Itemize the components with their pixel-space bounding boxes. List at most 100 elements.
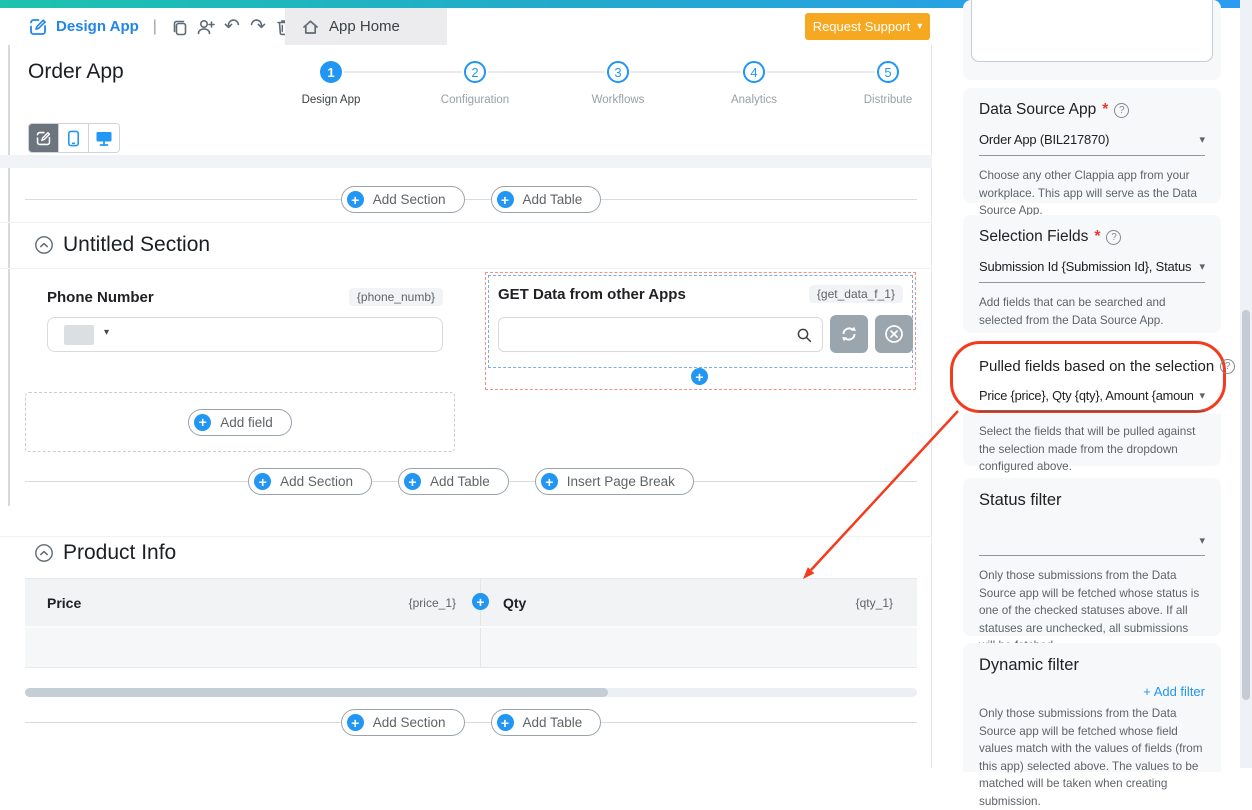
country-flag-placeholder: [64, 325, 94, 345]
request-support-label: Request Support: [812, 19, 911, 34]
column-label: Qty: [503, 594, 527, 611]
step-1-label: Design App: [301, 94, 361, 106]
add-controls-row: + Add Section + Add Table: [25, 186, 917, 213]
horizontal-scrollbar[interactable]: [25, 688, 917, 697]
get-data-field-block[interactable]: GET Data from other Apps {get_data_f_1} …: [485, 272, 916, 390]
design-app-brand[interactable]: Design App: [28, 17, 139, 37]
divider: [0, 536, 932, 537]
add-table-button[interactable]: + Add Table: [490, 709, 602, 736]
step-3-label: Workflows: [591, 94, 645, 106]
pulled-fields-select[interactable]: Price {price}, Qty {qty}, Amount {amount…: [979, 388, 1205, 412]
add-column-button[interactable]: +: [472, 593, 489, 610]
top-progress-bar: [0, 0, 1252, 8]
chevron-down-icon: ▾: [1199, 134, 1205, 146]
step-3-circle[interactable]: 3: [607, 61, 629, 83]
add-user-icon[interactable]: [193, 14, 219, 40]
step-4-label: Analytics: [730, 94, 778, 106]
data-source-app-select[interactable]: Order App (BIL217870) ▾: [979, 132, 1205, 156]
plus-icon: +: [540, 473, 558, 490]
step-5-circle[interactable]: 5: [877, 61, 899, 83]
data-source-app-title: Data Source App * ?: [979, 101, 1205, 119]
plus-icon: +: [346, 714, 364, 731]
field-settings-input[interactable]: [971, 0, 1213, 62]
plus-icon: +: [403, 473, 421, 490]
get-data-search-input[interactable]: [498, 317, 823, 352]
step-5-label: Distribute: [863, 94, 913, 106]
help-icon[interactable]: ?: [1220, 359, 1236, 374]
request-support-button[interactable]: Request Support ▾: [805, 13, 930, 40]
edit-icon: [30, 18, 46, 35]
divider: [0, 268, 932, 269]
add-controls-row: + Add Section + Add Table: [25, 709, 917, 736]
home-icon: [303, 19, 318, 34]
title-text: Selection Fields: [979, 228, 1089, 245]
dynamic-filter-card: Dynamic filter + Add filter Only those s…: [963, 643, 1221, 808]
section-title[interactable]: Product Info: [63, 541, 177, 564]
selection-fields-title: Selection Fields * ?: [979, 228, 1205, 246]
add-field-below-button[interactable]: +: [691, 368, 708, 385]
mobile-preview-button[interactable]: [59, 124, 89, 152]
step-connector: [767, 71, 875, 73]
table-column-qty[interactable]: Qty {qty_1}: [481, 579, 917, 626]
pulled-fields-card: Pulled fields based on the selection ? P…: [950, 341, 1236, 473]
help-text: Select the fields that will be pulled ag…: [979, 425, 1196, 473]
edit-icon: [36, 131, 51, 145]
help-icon[interactable]: ?: [1114, 102, 1130, 118]
help-icon[interactable]: ?: [1106, 229, 1122, 245]
search-icon: [797, 328, 812, 343]
table-column-price[interactable]: Price {price_1}: [25, 579, 481, 626]
step-1-circle[interactable]: 1: [320, 61, 342, 83]
refresh-button[interactable]: [830, 315, 868, 353]
top-toolbar: Design App | ↶ ↷ App Home Request Suppor…: [0, 8, 932, 45]
collapse-section-icon[interactable]: [34, 235, 54, 255]
horizontal-scrollbar-thumb[interactable]: [25, 688, 608, 697]
selection-fields-select[interactable]: Submission Id {Submission Id}, Status {S…: [979, 259, 1205, 283]
required-asterisk: *: [1094, 228, 1101, 245]
add-table-button[interactable]: + Add Table: [397, 468, 509, 495]
add-section-button[interactable]: + Add Section: [340, 186, 465, 213]
table-empty-row: [25, 626, 917, 668]
desktop-preview-button[interactable]: [89, 124, 119, 152]
remove-field-button[interactable]: [875, 315, 913, 353]
insert-page-break-button[interactable]: + Insert Page Break: [534, 468, 694, 495]
help-text: Choose any other Clappia app from your w…: [979, 169, 1198, 217]
pulled-fields-inner: Pulled fields based on the selection ? P…: [963, 348, 1236, 412]
selection-fields-card: Selection Fields * ? Submission Id {Subm…: [963, 215, 1221, 333]
add-filter-link[interactable]: + Add filter: [1143, 684, 1205, 699]
view-mode-switcher: [28, 123, 120, 153]
status-filter-select[interactable]: ▾: [979, 534, 1205, 556]
undo-icon[interactable]: ↶: [223, 16, 240, 37]
empty-field-dropzone: + Add field: [25, 392, 455, 452]
phone-input[interactable]: ▾: [47, 317, 443, 352]
chevron-down-icon[interactable]: ▾: [104, 327, 110, 338]
step-2-circle[interactable]: 2: [464, 61, 486, 83]
table-cell[interactable]: [481, 628, 917, 667]
redo-icon[interactable]: ↷: [249, 16, 266, 37]
copy-icon[interactable]: [167, 14, 193, 40]
help-text: Only those submissions from the Data Sou…: [979, 569, 1200, 652]
chevron-down-icon: ▾: [1199, 390, 1205, 402]
pulled-fields-help-wrap: Select the fields that will be pulled ag…: [963, 414, 1221, 473]
add-table-button[interactable]: + Add Table: [490, 186, 602, 213]
edit-view-button[interactable]: [29, 124, 59, 152]
step-4-circle[interactable]: 4: [743, 61, 765, 83]
add-field-button[interactable]: + Add field: [188, 408, 292, 436]
add-section-button[interactable]: + Add Section: [248, 468, 372, 495]
collapse-section-icon[interactable]: [34, 543, 54, 563]
tab-app-home[interactable]: App Home: [285, 8, 447, 45]
brand-label: Design App: [56, 18, 139, 35]
annotation-highlight-circle: [950, 341, 1226, 413]
divider: [25, 722, 917, 723]
validation-highlight-border: [485, 272, 916, 390]
get-data-label: GET Data from other Apps: [498, 285, 686, 303]
vertical-scrollbar-thumb[interactable]: [1242, 310, 1250, 700]
vertical-scrollbar[interactable]: [1240, 0, 1252, 768]
plus-icon: +: [496, 191, 514, 208]
step-connector: [488, 71, 605, 73]
section-title[interactable]: Untitled Section: [63, 233, 211, 256]
canvas-strip: [0, 155, 932, 168]
help-text: Add fields that can be searched and sele…: [979, 296, 1166, 327]
get-data-header: GET Data from other Apps {get_data_f_1}: [498, 285, 903, 303]
add-section-button[interactable]: + Add Section: [340, 709, 465, 736]
table-cell[interactable]: [25, 628, 481, 667]
